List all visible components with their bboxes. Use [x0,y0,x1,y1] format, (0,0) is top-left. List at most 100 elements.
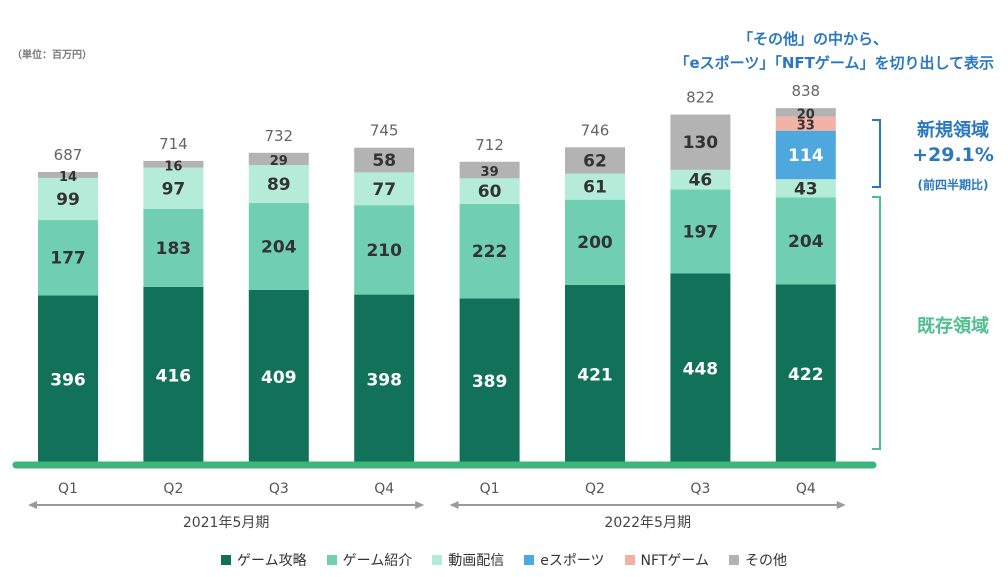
data-label: 204 [261,237,297,257]
bar-segment [775,284,836,464]
bar-segment [565,284,625,464]
data-label: 97 [162,179,186,199]
data-label: 99 [56,190,80,210]
bar-segment [459,203,520,299]
bar-segment [38,295,98,464]
data-label: 389 [472,372,508,392]
arrow-head-left [28,501,37,509]
bar-segment [565,173,625,200]
bar-segment [248,289,309,464]
data-label: 210 [366,241,402,261]
legend-swatch [624,555,635,565]
data-label: 204 [788,232,824,252]
bar-segment [459,161,520,179]
total-label: 712 [475,136,504,154]
total-label: 714 [159,135,188,153]
legend-label: その他 [744,553,787,569]
unit-label: （単位：百万円） [12,50,92,61]
total-label: 687 [54,146,83,164]
data-label: 60 [478,182,502,202]
bar-segment [248,165,309,204]
data-label: 130 [683,133,719,153]
data-label: 39 [481,165,499,180]
bar-segment [38,177,98,221]
data-label: 14 [59,170,77,185]
bar-segment [143,209,204,287]
data-label: 177 [50,249,86,269]
total-label: 822 [686,89,715,107]
bar-segment [459,178,520,204]
x-tick-label: Q1 [58,481,78,497]
bar-segment [248,152,309,166]
bar-segment [565,199,625,285]
data-label: 398 [366,370,402,390]
data-label: 448 [683,360,719,380]
bar-segment [775,179,836,198]
x-tick-label: Q1 [480,481,500,497]
data-label: 16 [164,159,182,174]
bar-segment [670,273,731,464]
bar-segment [143,160,204,168]
data-label: 416 [156,366,192,386]
total-label: 732 [264,127,293,145]
total-label: 838 [791,82,820,100]
legend-item: その他 [728,550,787,570]
data-label: 61 [583,178,607,198]
legend-swatch [326,555,337,565]
data-label: 396 [50,371,86,391]
x-tick-label: Q4 [796,481,816,497]
legend-swatch [432,555,443,565]
x-tick-label: Q3 [269,481,289,497]
legend-label: NFTゲーム [640,553,709,569]
legend-item: 動画配信 [432,550,504,570]
data-label: 409 [261,368,297,388]
data-label: 89 [267,175,291,195]
existing-segment-bracket [872,196,881,450]
existing-segment-title: 既存領域 [917,316,989,337]
bar-segment [354,294,415,464]
bar-segment [670,189,731,274]
total-label: 746 [581,121,610,139]
data-label: 200 [577,233,613,253]
bar-segment [459,298,520,464]
data-label: 20 [797,107,815,122]
x-tick-label: Q4 [374,481,394,497]
data-label: 422 [788,365,824,385]
new-segment-title: 新規領域 [917,120,989,141]
bar-segment [354,147,415,173]
x-tick-label: Q2 [585,481,605,497]
data-label: 114 [788,146,824,166]
legend-label: eスポーツ [540,553,605,569]
callout-line-2: 「eスポーツ」「NFTゲーム」を切り出して表示 [674,54,994,72]
bar-segment [248,203,309,290]
x-tick-label: Q3 [690,481,710,497]
data-label: 29 [270,154,288,169]
arrow-head-left [449,501,459,509]
bar-segment [775,197,836,285]
bar-segment [143,167,204,210]
x-tick-label: Q2 [163,481,183,497]
data-label: 43 [794,179,818,199]
data-label: 197 [683,222,719,242]
bar-segment [775,116,836,131]
bar-segment [354,205,415,295]
arrow-head-right [415,501,425,509]
legend-item: ゲーム紹介 [326,550,413,570]
legend-swatch [221,555,232,565]
new-segment-note: (前四半期比) [917,178,989,192]
bar-segment [565,147,625,174]
data-label: 222 [472,242,508,262]
legend-swatch [524,555,535,565]
arrow-head-right [836,501,846,509]
data-label: 46 [689,171,713,191]
data-label: 62 [583,151,607,171]
data-label: 58 [372,151,396,171]
legend-item: NFTゲーム [624,550,709,570]
legend-label: ゲーム紹介 [342,553,413,569]
bar-segment [775,108,836,117]
callout-line-1: 「その他」の中から、 [737,30,888,48]
legend-swatch [728,555,739,565]
new-segment-bracket [872,119,881,188]
data-label: 77 [372,180,396,200]
